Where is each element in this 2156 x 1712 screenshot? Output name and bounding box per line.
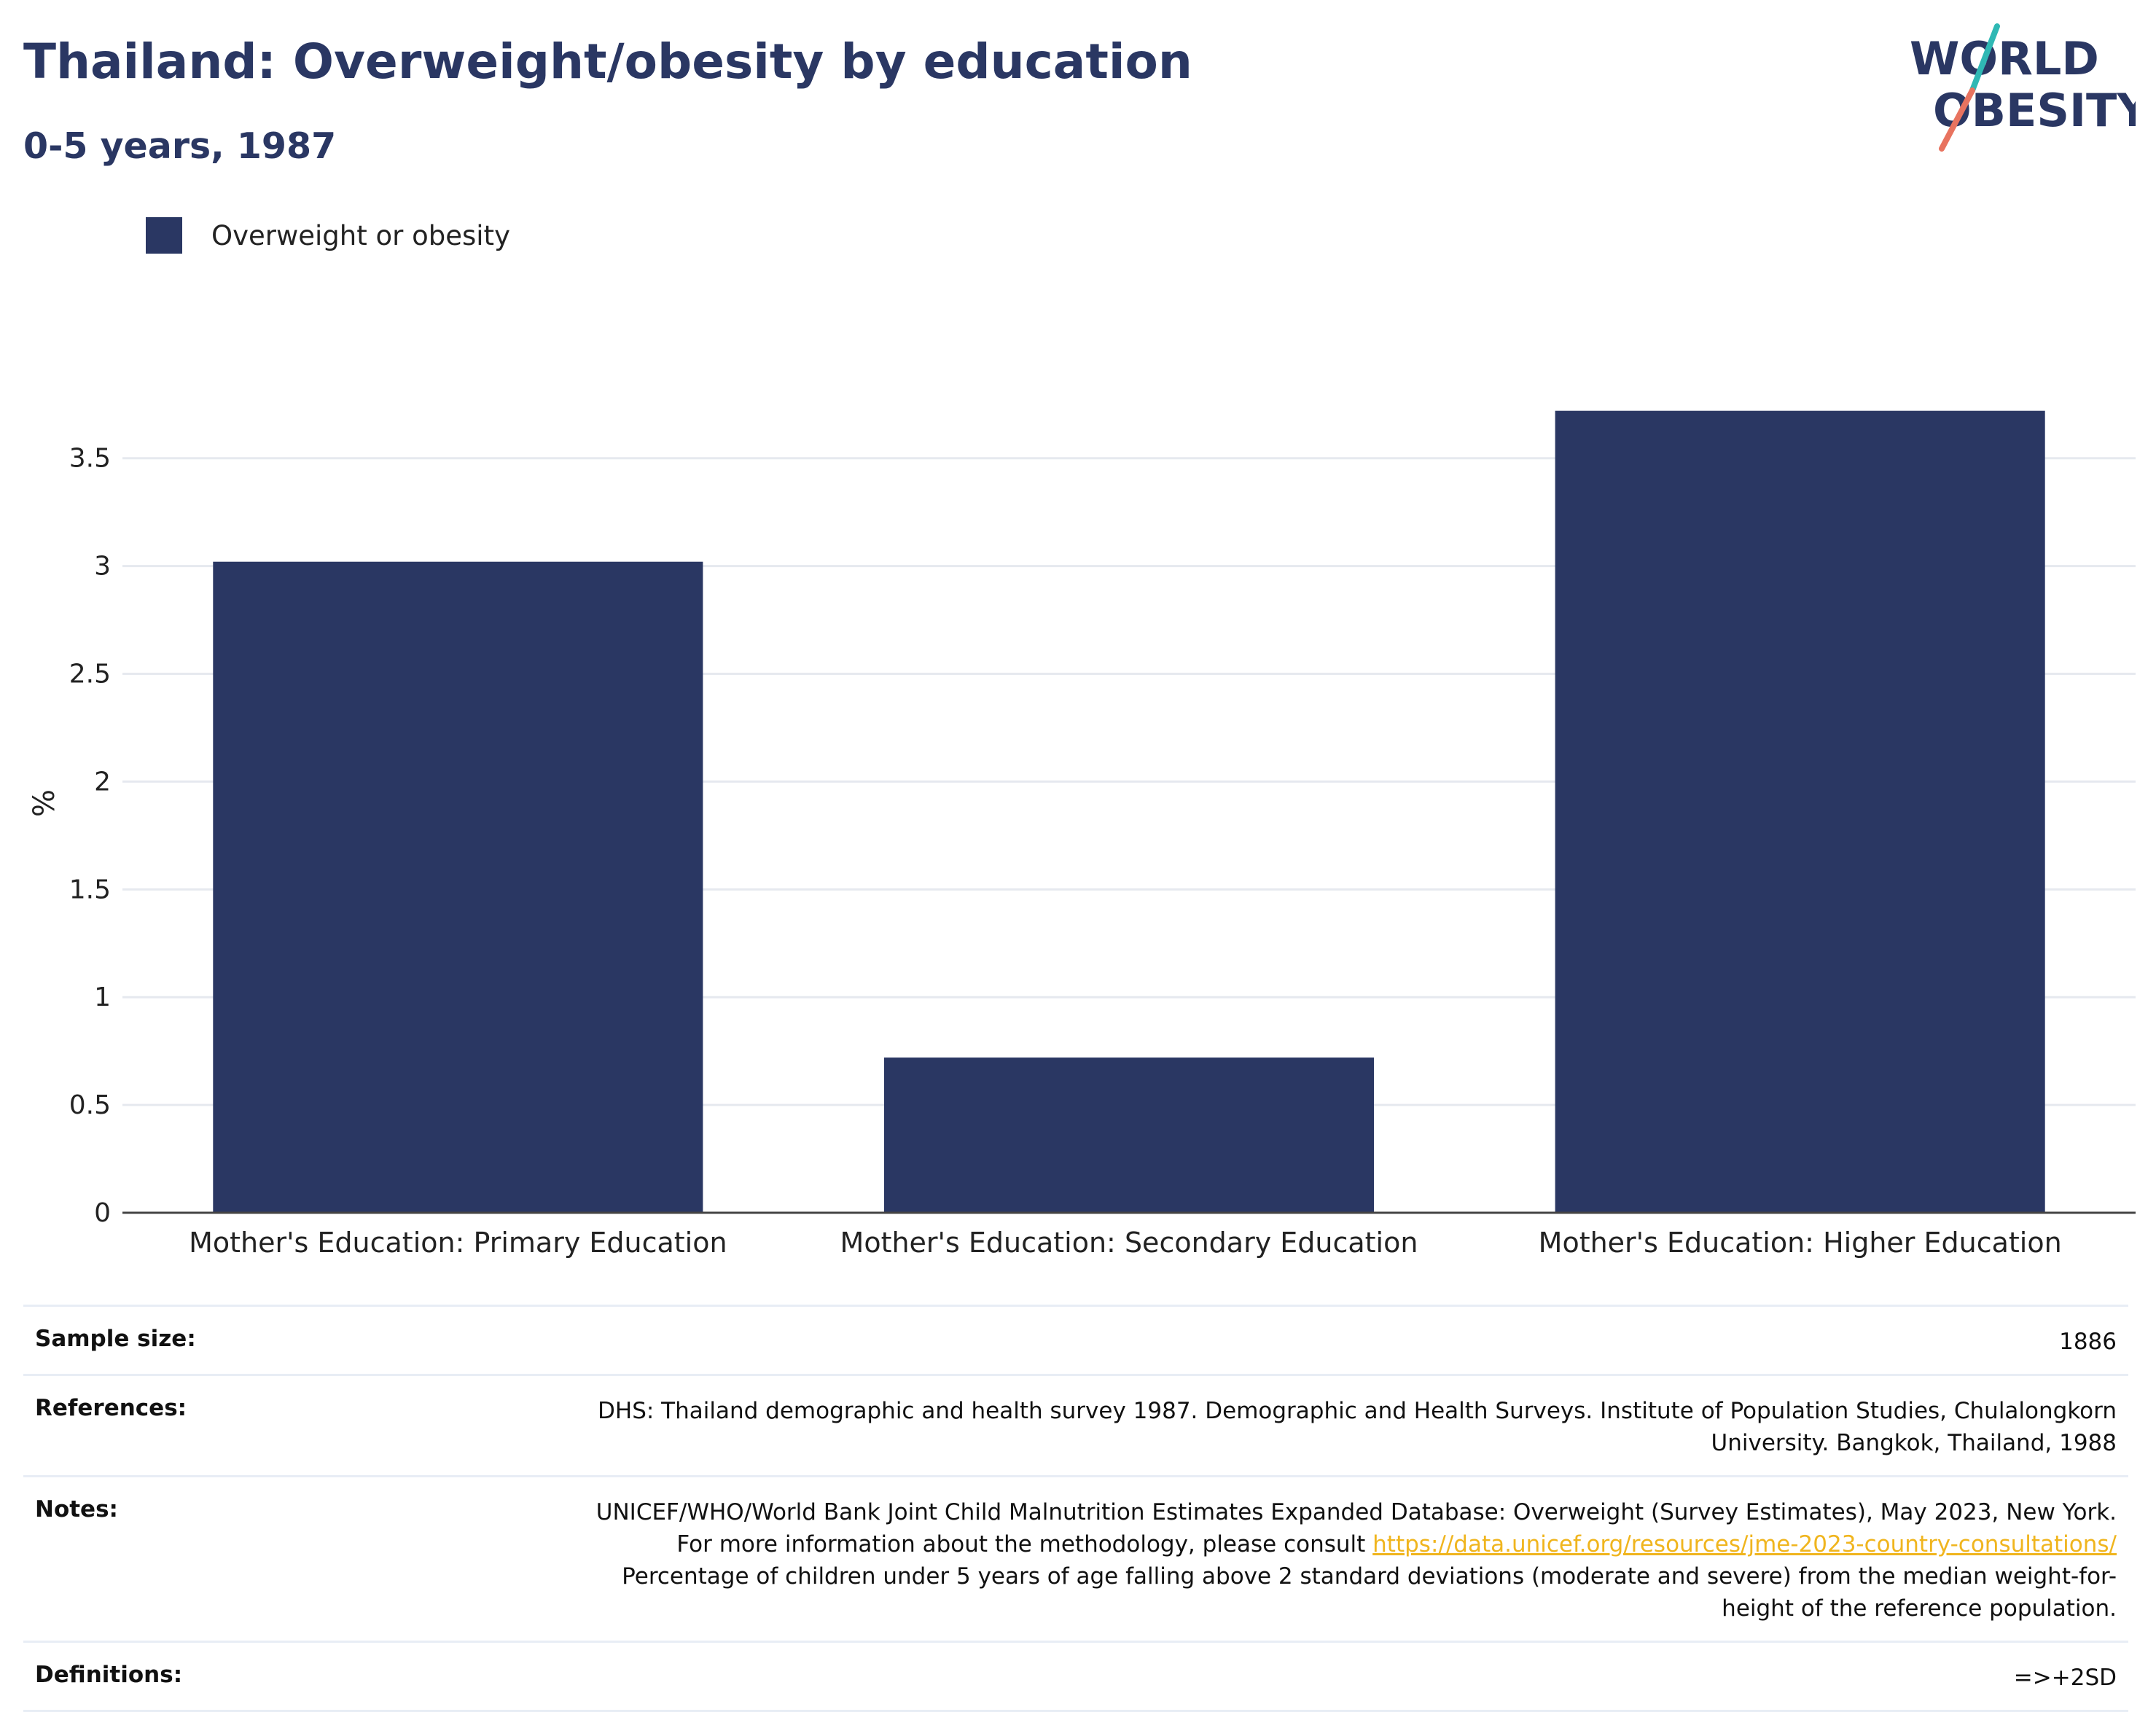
- references-label: References:: [35, 1395, 187, 1421]
- y-tick-label: 1: [94, 982, 111, 1012]
- y-tick-label: 0.5: [69, 1090, 111, 1120]
- x-tick-label: Mother's Education: Higher Education: [1539, 1227, 2062, 1259]
- info-row-sample-size: Sample size: 1886: [23, 1305, 2128, 1374]
- info-row-definitions: Definitions: =>+2SD: [23, 1641, 2128, 1712]
- info-row-notes: Notes: UNICEF/WHO/World Bank Joint Child…: [23, 1475, 2128, 1641]
- legend-label: Overweight or obesity: [211, 220, 510, 251]
- chart-subtitle: 0-5 years, 1987: [23, 125, 337, 167]
- notes-value: UNICEF/WHO/World Bank Joint Child Malnut…: [557, 1496, 2117, 1625]
- y-axis-label: %: [28, 789, 61, 817]
- notes-label: Notes:: [35, 1496, 118, 1523]
- bar: [1555, 410, 2045, 1213]
- y-tick-label: 2: [94, 767, 111, 797]
- info-table: Sample size: 1886 References: DHS: Thail…: [23, 1305, 2128, 1712]
- y-tick-label: 3.5: [69, 444, 111, 474]
- y-tick-label: 1.5: [69, 875, 111, 904]
- logo-slash-top: [1969, 23, 2000, 93]
- logo-slash-bottom: [1939, 87, 1975, 152]
- notes-text-before-link: UNICEF/WHO/World Bank Joint Child Malnut…: [595, 1499, 2117, 1557]
- logo-text-world: WORLD: [1910, 32, 2099, 85]
- definitions-value: =>+2SD: [2013, 1665, 2117, 1691]
- notes-methodology-link[interactable]: https://data.unicef.org/resources/jme-20…: [1372, 1531, 2117, 1557]
- references-value: DHS: Thailand demographic and health sur…: [598, 1398, 2117, 1456]
- y-tick-label: 0: [94, 1198, 111, 1228]
- bar-chart: 0 0.5 1 1.5 2 2.5 3 3.5 Mother's Education: Prim…: [28, 410, 2136, 1259]
- definitions-label: Definitions:: [35, 1662, 183, 1688]
- sample-size-value: 1886: [2059, 1329, 2117, 1355]
- bar: [213, 561, 703, 1213]
- x-tick-label: Mother's Education: Secondary Education: [840, 1227, 1418, 1259]
- x-tick-label: Mother's Education: Primary Education: [189, 1227, 727, 1259]
- logo-text-obesity: OBESITY: [1933, 84, 2136, 137]
- notes-text-after-link: Percentage of children under 5 years of …: [622, 1563, 2117, 1622]
- y-tick-label: 2.5: [69, 660, 111, 689]
- chart-title: Thailand: Overweight/obesity by educatio…: [23, 34, 1192, 90]
- info-row-references: References: DHS: Thailand demographic an…: [23, 1374, 2128, 1475]
- y-tick-label: 3: [94, 552, 111, 582]
- world-obesity-logo: WORLD OBESITY: [1910, 23, 2136, 152]
- sample-size-label: Sample size:: [35, 1326, 196, 1352]
- legend-swatch: [146, 217, 182, 254]
- bar: [883, 1058, 1375, 1213]
